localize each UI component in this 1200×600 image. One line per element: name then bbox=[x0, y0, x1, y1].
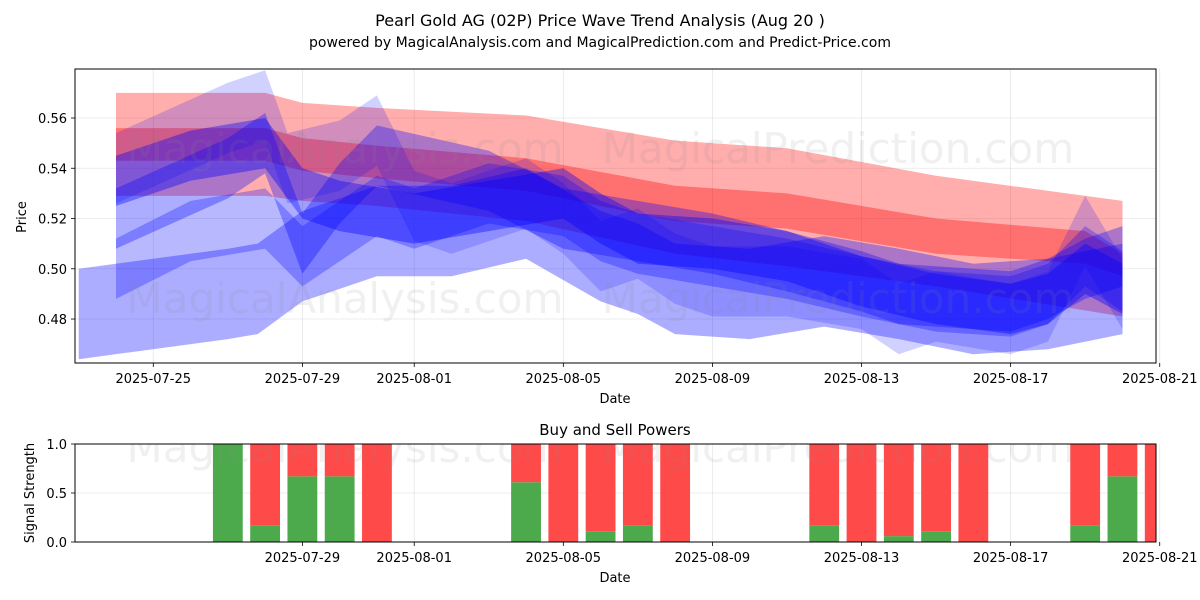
watermark-text: MagicalAnalysis.com bbox=[127, 274, 564, 323]
x-tick-label: 2025-07-25 bbox=[115, 372, 191, 387]
buy-bar bbox=[1107, 476, 1138, 542]
watermark-text: MagicalPrediction.com bbox=[602, 274, 1075, 323]
y-tick-label: 0.52 bbox=[38, 213, 67, 228]
signal-y-axis-label: Signal Strength bbox=[23, 443, 38, 543]
sell-bar bbox=[511, 444, 541, 483]
blue-wave-band bbox=[116, 70, 1123, 355]
x-tick-label: 2025-08-01 bbox=[376, 372, 452, 387]
price-y-axis-label: Price bbox=[15, 201, 30, 233]
price-grid bbox=[75, 69, 1161, 363]
x-tick-label: 2025-08-17 bbox=[973, 372, 1049, 387]
x-tick-label: 2025-08-09 bbox=[675, 551, 751, 566]
buy-bar bbox=[921, 531, 951, 542]
watermark-text: MagicalAnalysis.com bbox=[127, 124, 564, 173]
buy-bar bbox=[585, 531, 616, 542]
blue-wave-band bbox=[116, 163, 1123, 337]
x-tick-label: 2025-08-13 bbox=[824, 551, 900, 566]
blue-wave-bands bbox=[78, 70, 1123, 360]
price-x-ticks: 2025-07-25 2025-07-29 2025-08-01 2025-08-05… bbox=[115, 363, 1198, 387]
buy-bar bbox=[809, 525, 840, 542]
price-plot-background bbox=[75, 69, 1156, 363]
sell-bar bbox=[622, 444, 653, 526]
signal-x-axis-label: Date bbox=[599, 571, 630, 586]
watermark-text: MagicalAnalysis.com bbox=[127, 423, 564, 472]
sell-bar bbox=[921, 444, 951, 532]
x-tick-label: 2025-08-09 bbox=[675, 372, 751, 387]
signal-y-ticks: 0.0 0.5 1.0 bbox=[46, 438, 75, 551]
sell-bar bbox=[548, 444, 579, 542]
y-tick-label: 0.50 bbox=[38, 263, 67, 278]
buy-bar bbox=[622, 525, 653, 542]
x-tick-label: 2025-08-21 bbox=[1122, 551, 1198, 566]
sell-bar bbox=[324, 444, 355, 477]
red-wave-bands bbox=[116, 92, 1123, 317]
blue-wave-band bbox=[78, 168, 1123, 360]
watermark-text: MagicalPrediction.com bbox=[602, 124, 1075, 173]
x-tick-label: 2025-08-05 bbox=[526, 551, 602, 566]
x-tick-label: 2025-08-17 bbox=[973, 551, 1049, 566]
price-plot-frame bbox=[74, 68, 1157, 364]
price-watermarks: MagicalAnalysis.com MagicalPrediction.co… bbox=[127, 124, 1075, 323]
buy-bar bbox=[212, 444, 243, 542]
buy-bar bbox=[324, 476, 355, 542]
signal-x-ticks: 2025-07-29 2025-08-01 2025-08-05 2025-08-09… bbox=[265, 542, 1198, 566]
x-tick-label: 2025-07-29 bbox=[265, 372, 341, 387]
signal-bars bbox=[212, 444, 1156, 542]
sell-bar bbox=[250, 444, 281, 526]
x-tick-label: 2025-08-21 bbox=[1122, 372, 1198, 387]
y-tick-label: 1.0 bbox=[46, 438, 67, 453]
sell-bar bbox=[1070, 444, 1101, 526]
sell-bar bbox=[362, 444, 392, 542]
buy-bar bbox=[250, 525, 281, 542]
price-y-ticks: 0.48 0.50 0.52 0.54 0.56 bbox=[38, 112, 75, 328]
blue-wave-band bbox=[116, 118, 1123, 335]
sell-bar bbox=[660, 444, 691, 542]
red-wave-band bbox=[116, 92, 1123, 317]
watermark-text: MagicalPrediction.com bbox=[602, 423, 1075, 472]
sell-bar bbox=[883, 444, 914, 537]
y-tick-label: 0.5 bbox=[46, 487, 67, 502]
y-tick-label: 0.56 bbox=[38, 112, 67, 127]
chart-title: Pearl Gold AG (02P) Price Wave Trend Ana… bbox=[375, 11, 825, 30]
buy-bar bbox=[883, 536, 914, 542]
signal-watermarks: MagicalAnalysis.com MagicalPrediction.co… bbox=[127, 423, 1075, 472]
x-tick-label: 2025-07-29 bbox=[265, 551, 341, 566]
y-tick-label: 0.48 bbox=[38, 313, 67, 328]
price-panel: MagicalAnalysis.com MagicalPrediction.co… bbox=[15, 68, 1198, 407]
x-tick-label: 2025-08-01 bbox=[376, 551, 452, 566]
sell-bar bbox=[1144, 444, 1156, 542]
buy-bar bbox=[287, 476, 318, 542]
signal-panel: Buy and Sell Powers MagicalAnalysis.com … bbox=[23, 421, 1198, 586]
y-tick-label: 0.0 bbox=[46, 536, 67, 551]
sell-bar bbox=[846, 444, 877, 542]
price-x-axis-label: Date bbox=[599, 392, 630, 407]
blue-wave-band bbox=[116, 113, 1123, 332]
red-wave-band bbox=[116, 128, 1123, 277]
sell-bar bbox=[287, 444, 318, 477]
buy-bar bbox=[511, 482, 541, 542]
sell-bar bbox=[1107, 444, 1138, 477]
sell-bar bbox=[958, 444, 989, 542]
buy-bar bbox=[1070, 525, 1101, 542]
signal-panel-title: Buy and Sell Powers bbox=[539, 421, 691, 439]
x-tick-label: 2025-08-05 bbox=[526, 372, 602, 387]
sell-bar bbox=[809, 444, 840, 526]
y-tick-label: 0.54 bbox=[38, 162, 67, 177]
x-tick-label: 2025-08-13 bbox=[824, 372, 900, 387]
sell-bar bbox=[585, 444, 616, 532]
chart-subtitle: powered by MagicalAnalysis.com and Magic… bbox=[309, 35, 891, 51]
